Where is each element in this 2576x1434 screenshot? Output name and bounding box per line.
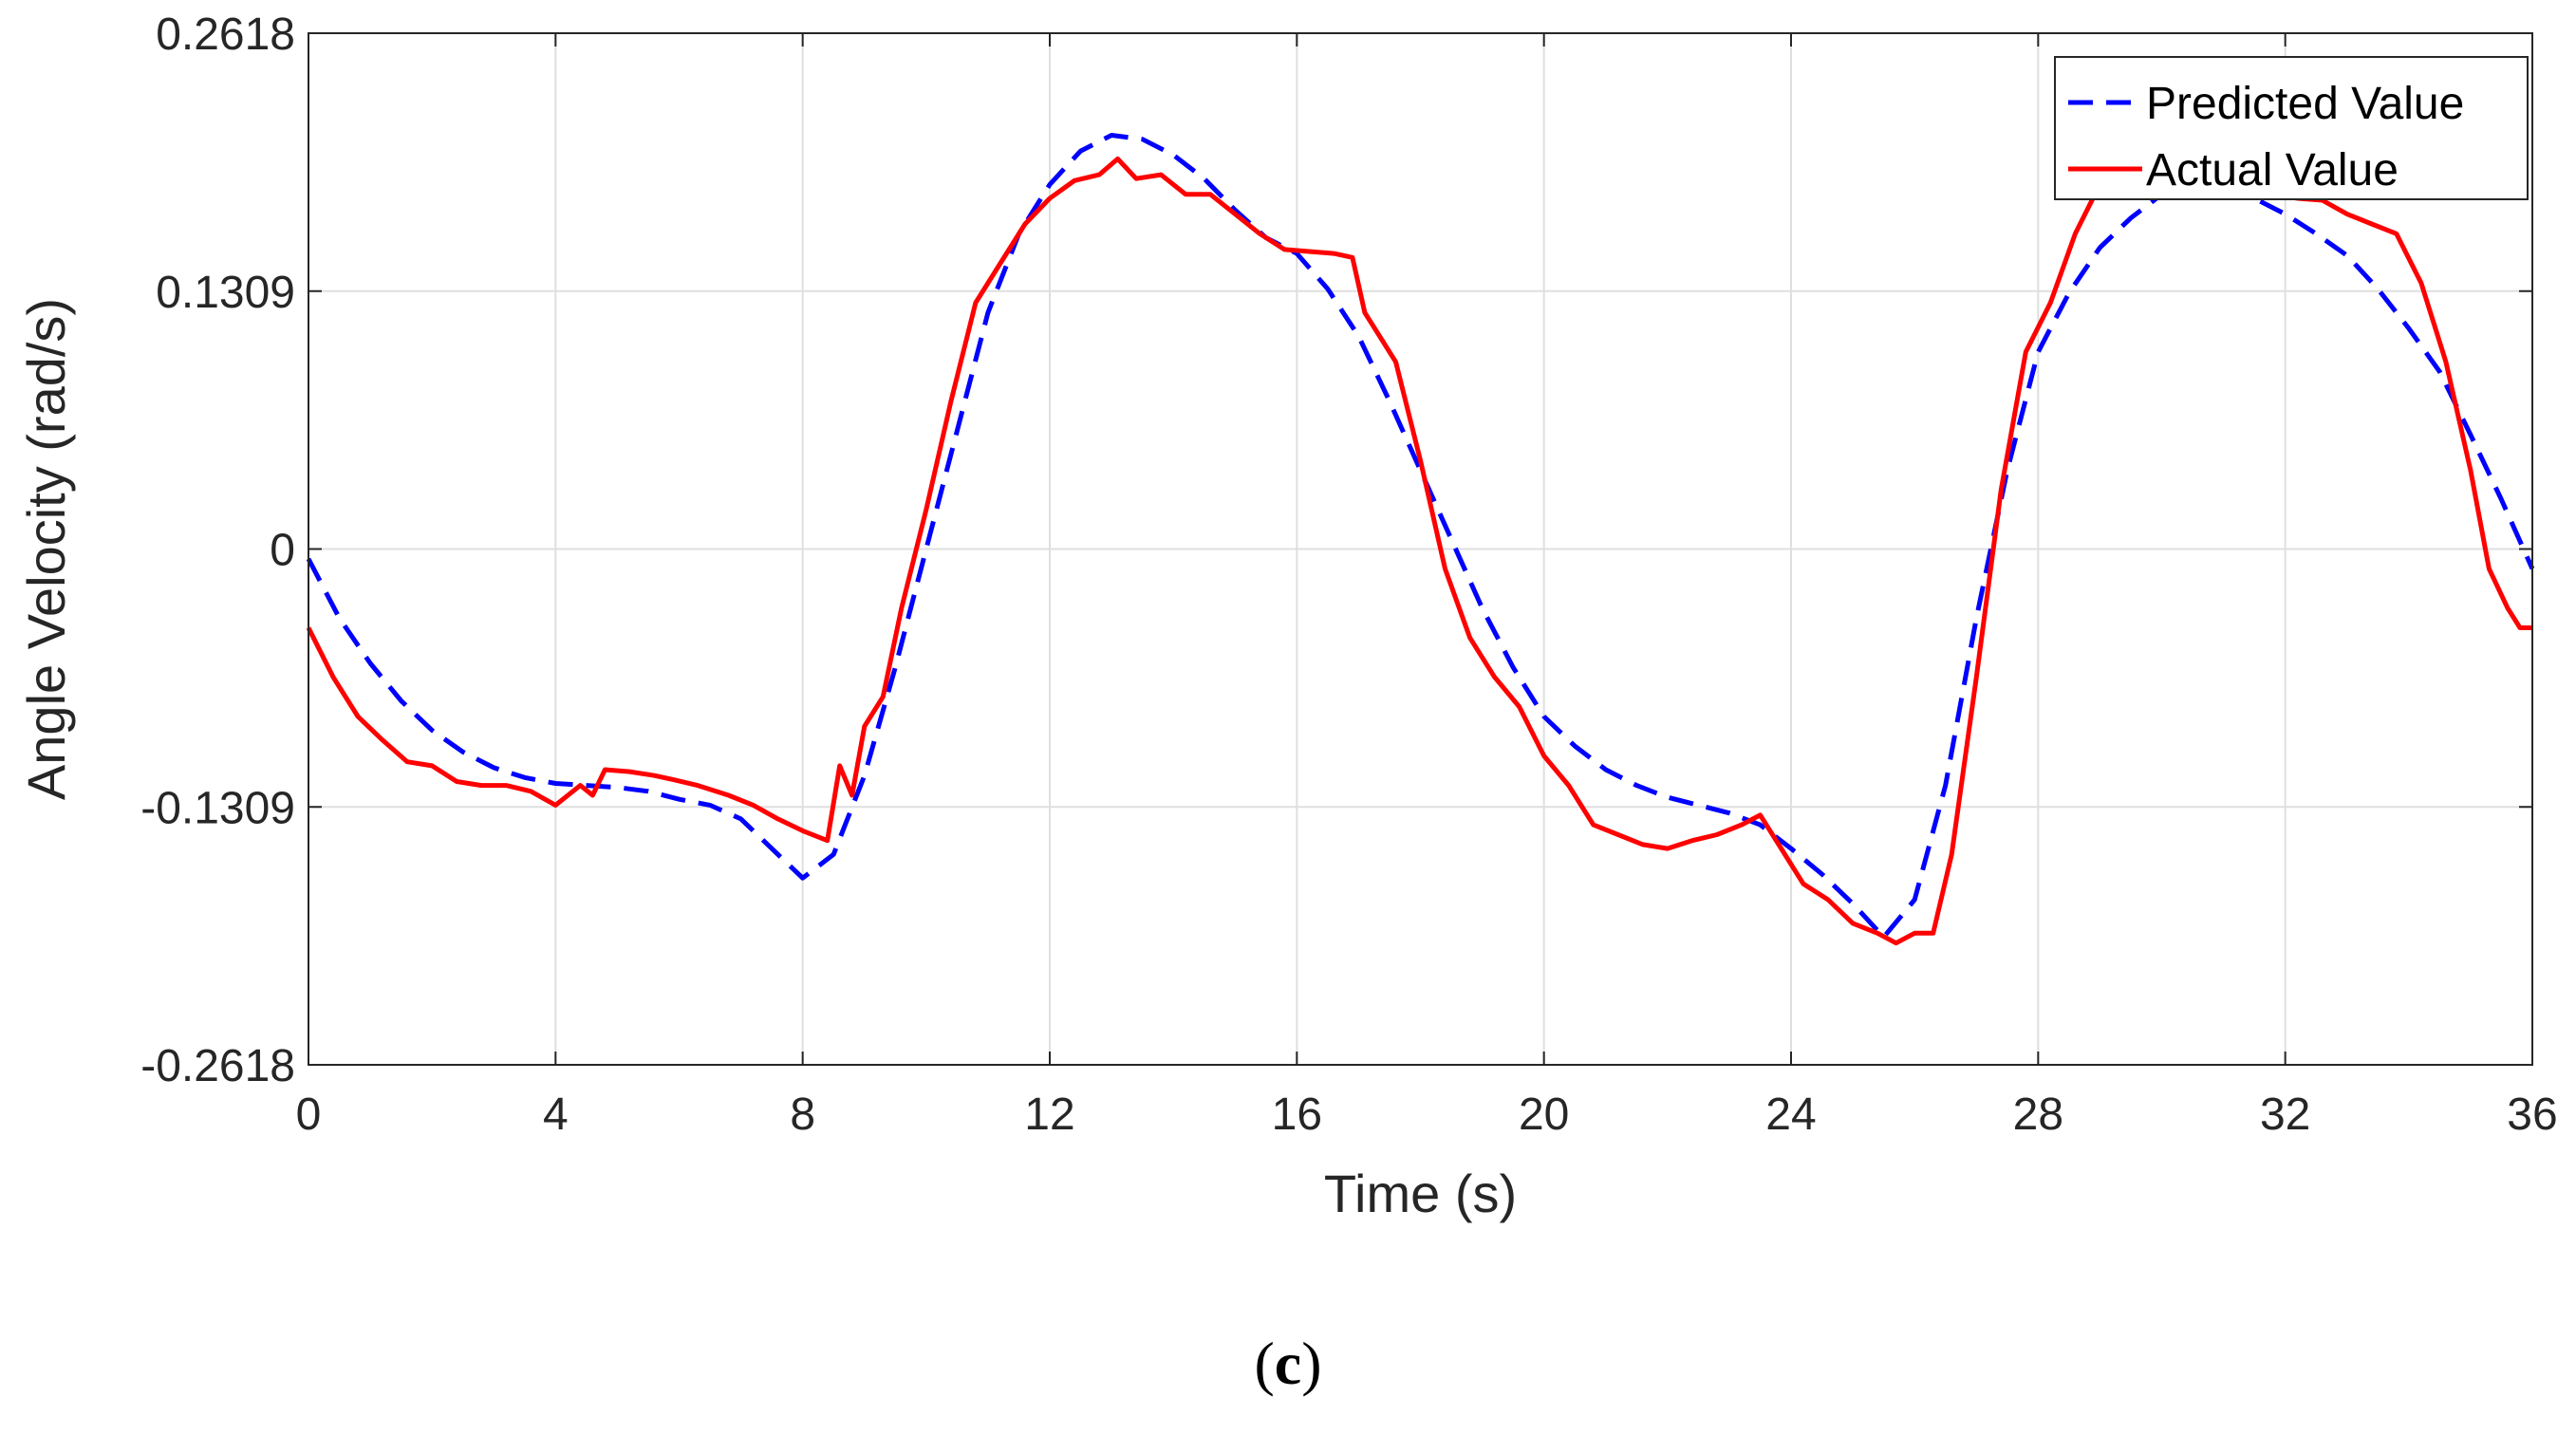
legend: Predicted Value Actual Value — [2054, 56, 2529, 200]
caption-close: ) — [1301, 1330, 1322, 1397]
x-tick-label: 4 — [543, 1089, 569, 1140]
x-tick-label: 16 — [1272, 1089, 1322, 1140]
x-tick-label: 0 — [296, 1089, 322, 1140]
x-axis-label: Time (s) — [1324, 1164, 1517, 1223]
series-group — [306, 133, 2535, 946]
x-tick-label: 20 — [1519, 1089, 1569, 1140]
y-tick-label: -0.2618 — [140, 1041, 295, 1091]
x-tick-label: 28 — [2013, 1089, 2063, 1140]
tick-labels: 0 4 8 12 16 20 24 28 32 36 -0.2618 -0.1309 0 0.1309 0.… — [140, 9, 2557, 1140]
figure-caption: (c) — [0, 1329, 2576, 1399]
legend-box — [2054, 56, 2529, 200]
legend-label: Actual Value — [2146, 145, 2399, 196]
x-tick-label: 24 — [1765, 1089, 1816, 1140]
x-tick-label: 36 — [2507, 1089, 2557, 1140]
series-line-actual — [306, 156, 2532, 946]
tick-marks — [308, 32, 2533, 1066]
x-tick-label: 8 — [790, 1089, 815, 1140]
x-tick-label: 12 — [1024, 1089, 1074, 1140]
caption-open: ( — [1254, 1330, 1275, 1397]
y-axis-label: Angle Velocity (rad/s) — [16, 298, 76, 800]
line-chart: 0 4 8 12 16 20 24 28 32 36 -0.2618 -0.1309 0 0.1309 0.… — [16, 9, 2558, 1223]
y-tick-label: 0.2618 — [156, 9, 295, 60]
legend-label: Predicted Value — [2146, 79, 2464, 129]
y-tick-label: 0 — [270, 526, 295, 576]
y-tick-label: -0.1309 — [140, 783, 295, 833]
x-tick-label: 32 — [2260, 1089, 2310, 1140]
y-tick-label: 0.1309 — [156, 268, 295, 318]
series-line-predicted — [306, 133, 2535, 940]
caption-label: c — [1274, 1330, 1302, 1397]
